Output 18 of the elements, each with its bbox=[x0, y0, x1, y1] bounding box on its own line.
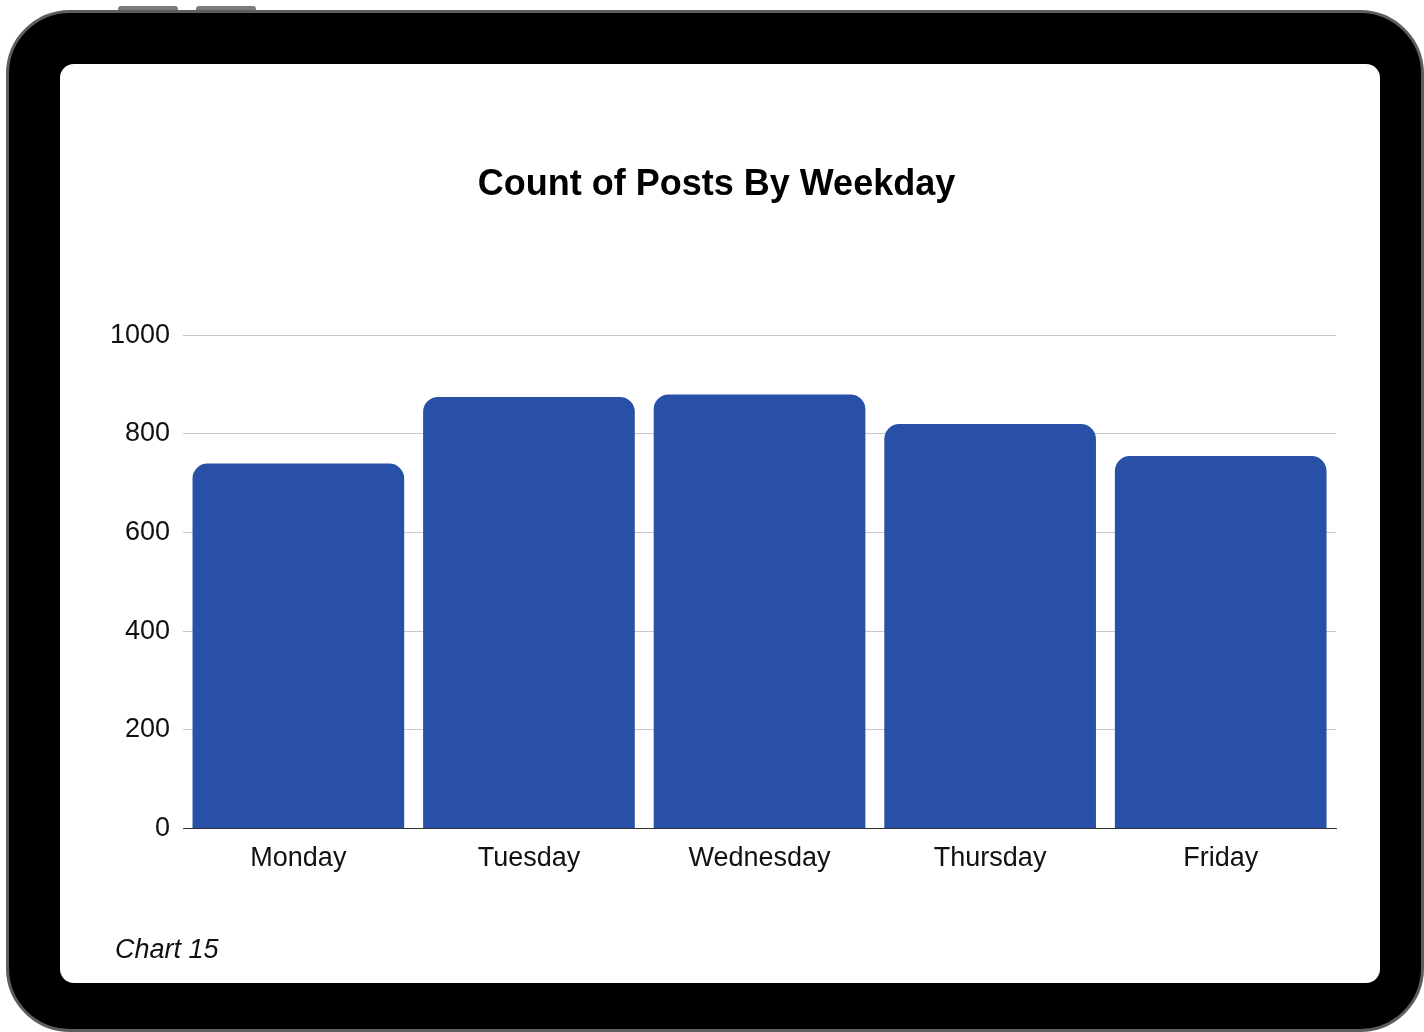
x-tick-label: Tuesday bbox=[477, 842, 581, 873]
y-tick-label: 1000 bbox=[109, 318, 171, 349]
x-tick-label: Thursday bbox=[933, 842, 1047, 873]
y-tick-label: 800 bbox=[125, 417, 171, 448]
y-tick-label: 400 bbox=[125, 614, 171, 645]
chart-title: Count of Posts By Weekday bbox=[477, 161, 956, 203]
caption: Chart 15 bbox=[115, 933, 219, 966]
bar bbox=[192, 463, 405, 829]
y-tick-label: 200 bbox=[125, 713, 171, 744]
y-tick-label: 0 bbox=[155, 812, 171, 843]
x-tick-label: Wednesday bbox=[688, 842, 832, 873]
bar bbox=[1114, 456, 1327, 829]
bar bbox=[884, 424, 1096, 829]
x-tick-label: Friday bbox=[1183, 842, 1259, 873]
y-tick-label: 600 bbox=[125, 516, 171, 547]
x-tick-label: Monday bbox=[250, 842, 347, 873]
bar bbox=[423, 396, 635, 829]
bar bbox=[653, 394, 866, 829]
